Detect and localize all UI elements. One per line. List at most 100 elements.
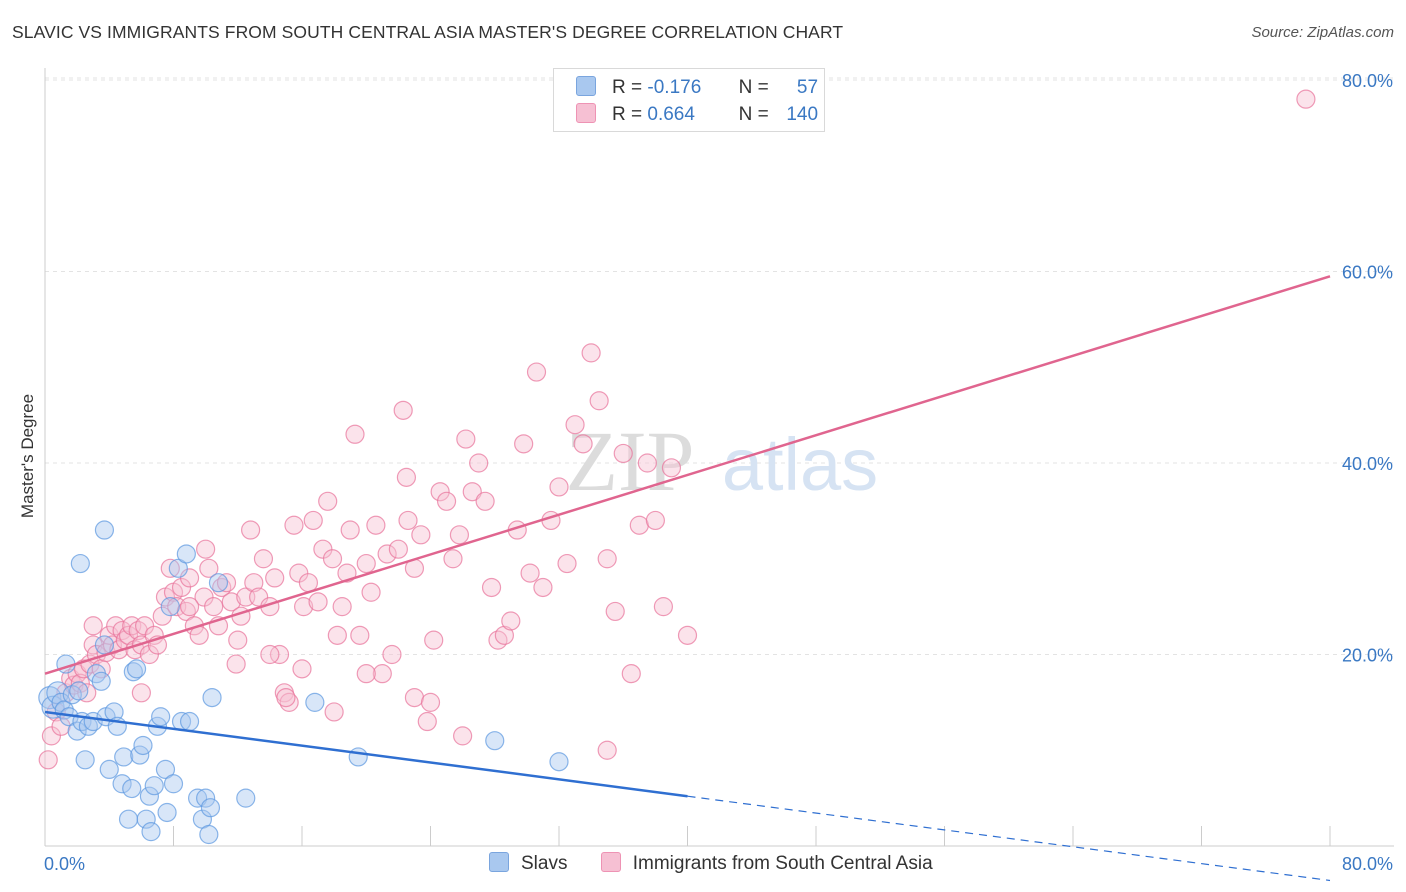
- point-immigrants: [38, 750, 58, 770]
- point-slavs: [144, 776, 164, 796]
- point-immigrants: [388, 539, 408, 559]
- point-immigrants: [253, 549, 274, 569]
- point-immigrants: [276, 687, 296, 708]
- point-immigrants: [605, 601, 625, 622]
- point-slavs: [141, 822, 161, 842]
- y-tick-label: 20.0%: [1342, 646, 1393, 666]
- point-immigrants: [557, 553, 577, 574]
- point-immigrants: [294, 597, 314, 617]
- x-tick-label: 80.0%: [1342, 854, 1393, 874]
- point-immigrants: [152, 606, 172, 626]
- y-axis-label: Master's Degree: [18, 393, 37, 519]
- point-slavs: [549, 752, 569, 772]
- point-immigrants: [430, 482, 450, 502]
- watermark-atlas: atlas: [722, 423, 878, 506]
- point-immigrants: [350, 625, 370, 645]
- y-tick-label: 60.0%: [1342, 263, 1393, 283]
- point-immigrants: [269, 644, 290, 665]
- point-immigrants: [565, 415, 585, 435]
- legend-swatch-slavs: [576, 76, 596, 96]
- point-immigrants: [179, 597, 200, 617]
- point-immigrants: [653, 597, 674, 617]
- legend-row-slavs: R = -0.176 N = 57: [576, 76, 818, 98]
- point-immigrants: [171, 577, 192, 598]
- legend-r-value: 0.664: [647, 104, 695, 125]
- point-slavs: [179, 711, 200, 732]
- point-immigrants: [382, 644, 402, 665]
- point-immigrants: [340, 520, 360, 540]
- point-immigrants: [449, 525, 470, 545]
- point-immigrants: [303, 510, 323, 531]
- point-immigrants: [453, 726, 473, 746]
- legend-n-value: 140: [786, 104, 819, 125]
- point-immigrants: [621, 664, 641, 684]
- point-immigrants: [396, 467, 417, 487]
- point-slavs: [157, 802, 177, 823]
- point-slavs: [133, 735, 153, 756]
- point-immigrants: [292, 659, 312, 679]
- tick-labels: 20.0% 40.0% 60.0% 80.0% 0.0% 80.0%: [44, 71, 1393, 874]
- point-slavs: [187, 788, 208, 808]
- point-immigrants: [332, 597, 352, 617]
- point-immigrants: [549, 477, 569, 497]
- trend-lines: [44, 275, 1331, 882]
- point-immigrants: [420, 692, 441, 712]
- point-immigrants: [443, 549, 463, 569]
- series-legend-slavs[interactable]: Slavs: [489, 852, 567, 875]
- series-legend-immigrants[interactable]: Immigrants from South Central Asia: [600, 852, 933, 875]
- point-slavs: [123, 662, 143, 682]
- point-immigrants: [424, 630, 444, 650]
- point-immigrants: [404, 687, 425, 708]
- point-immigrants: [475, 491, 495, 511]
- point-immigrants: [322, 549, 343, 569]
- point-slavs: [51, 692, 71, 712]
- point-immigrants: [139, 644, 160, 665]
- point-immigrants: [1296, 89, 1316, 109]
- point-slavs: [122, 778, 142, 799]
- point-slavs: [94, 520, 115, 540]
- point-immigrants: [462, 482, 482, 502]
- point-slavs: [94, 635, 115, 655]
- point-immigrants: [221, 592, 241, 612]
- point-immigrants: [573, 434, 593, 454]
- point-immigrants: [244, 573, 264, 593]
- point-immigrants: [308, 592, 328, 612]
- point-slavs: [118, 809, 139, 829]
- point-immigrants: [160, 558, 180, 578]
- series-legend: Slavs Immigrants from South Central Asia: [489, 852, 961, 875]
- legend-r-label: R =: [612, 104, 643, 125]
- point-immigrants: [356, 664, 376, 684]
- point-slavs: [139, 786, 160, 806]
- point-immigrants: [131, 683, 151, 703]
- axes: [44, 68, 1394, 847]
- point-immigrants: [393, 400, 413, 420]
- point-immigrants: [456, 429, 476, 449]
- trend-line-slavs: [44, 710, 688, 798]
- point-immigrants: [70, 673, 90, 693]
- legend-n-label: N =: [738, 77, 769, 98]
- point-slavs: [151, 707, 171, 727]
- point-immigrants: [356, 553, 376, 574]
- point-slavs: [112, 774, 132, 794]
- point-slavs: [485, 731, 505, 751]
- point-slavs: [196, 788, 216, 808]
- legend-swatch-immigrants: [600, 852, 621, 872]
- y-tick-label: 40.0%: [1342, 454, 1393, 474]
- point-immigrants: [411, 525, 431, 545]
- point-immigrants: [629, 515, 649, 535]
- point-immigrants: [83, 616, 103, 636]
- point-immigrants: [377, 544, 397, 564]
- point-slavs: [168, 558, 188, 578]
- point-immigrants: [520, 563, 540, 583]
- point-slavs: [160, 597, 180, 617]
- point-immigrants: [613, 443, 633, 464]
- point-immigrants: [661, 458, 682, 478]
- point-immigrants: [481, 577, 502, 598]
- point-immigrants: [241, 520, 261, 540]
- point-immigrants: [327, 625, 347, 645]
- point-immigrants: [597, 549, 617, 569]
- point-immigrants: [318, 491, 338, 511]
- point-immigrants: [436, 491, 457, 511]
- point-immigrants: [77, 683, 97, 703]
